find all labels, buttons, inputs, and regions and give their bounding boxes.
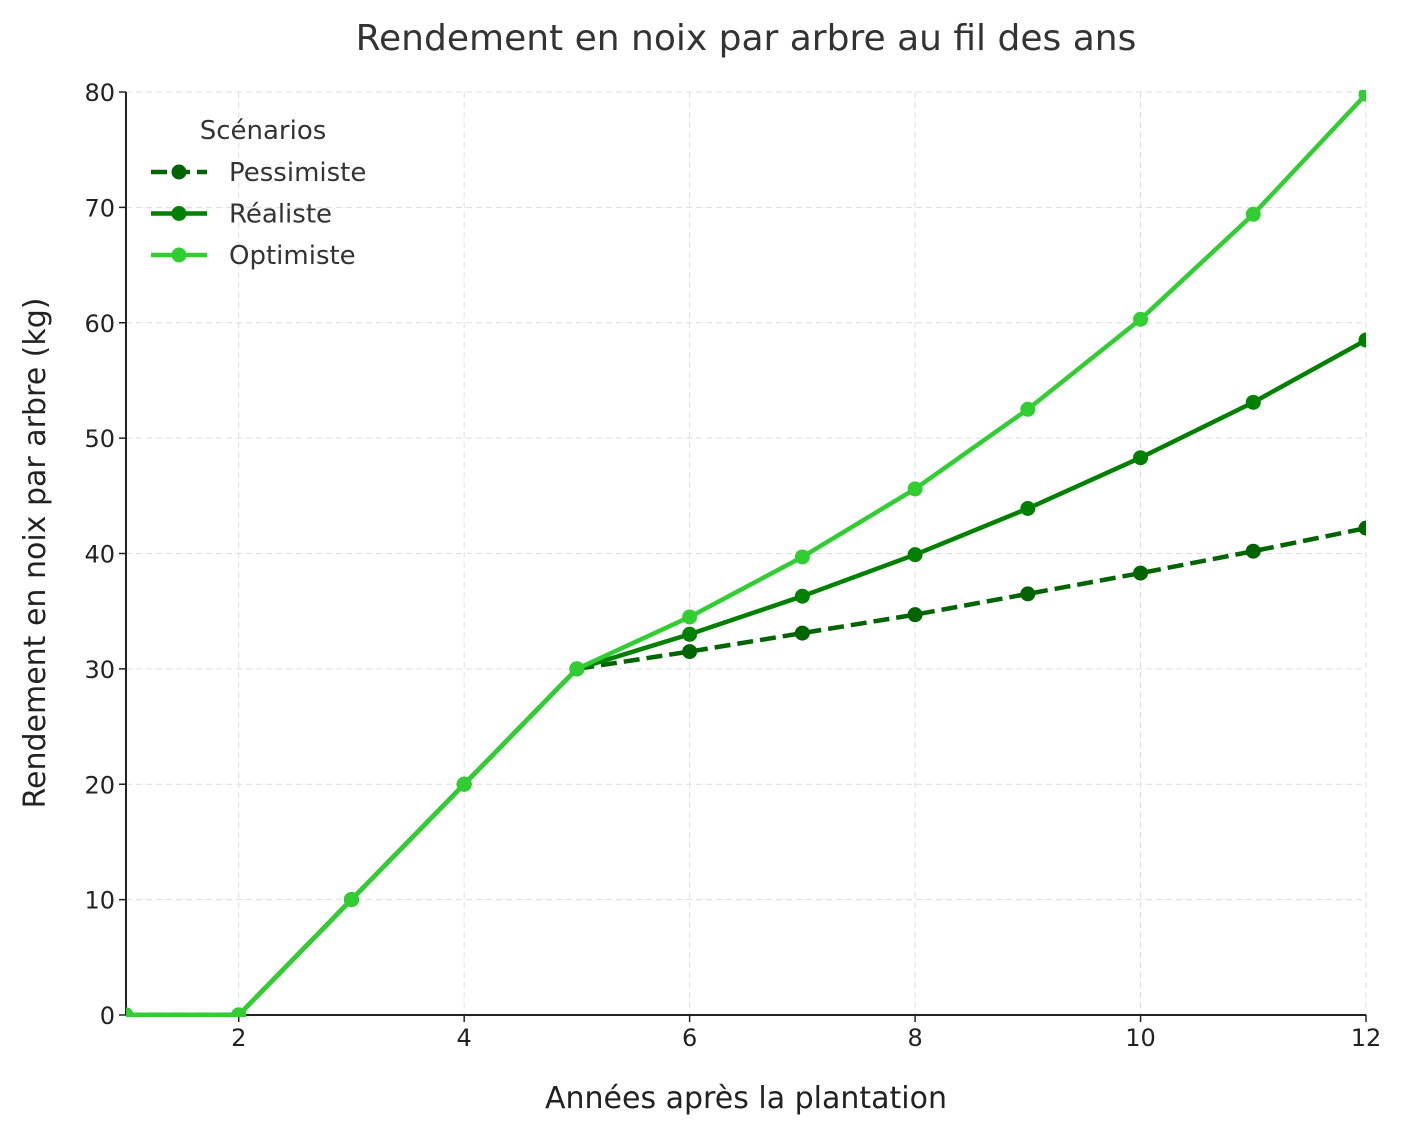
data-point (231, 1007, 247, 1017)
data-point (1020, 501, 1036, 517)
data-point (1020, 401, 1036, 417)
y-tick-label: 10 (84, 887, 115, 915)
legend-title: Scénarios (200, 116, 327, 146)
data-point (1358, 520, 1366, 536)
y-tick-label: 70 (84, 194, 115, 222)
x-tick-label: 8 (907, 1024, 922, 1052)
chart-title: Rendement en noix par arbre au fil des a… (356, 18, 1137, 59)
series-line (126, 338, 1366, 1017)
data-point (682, 644, 698, 660)
data-point (1133, 450, 1149, 466)
y-axis-label: Rendement en noix par arbre (kg) (18, 297, 53, 808)
data-point (126, 1007, 134, 1017)
y-tick-label: 20 (84, 771, 115, 799)
x-tick-label: 12 (1351, 1024, 1382, 1052)
data-point (794, 588, 810, 604)
x-tick-label: 6 (682, 1024, 697, 1052)
x-tick-label: 4 (457, 1024, 472, 1052)
data-point (907, 481, 923, 497)
data-point (1245, 543, 1261, 559)
data-point (343, 892, 359, 908)
y-tick-label: 0 (100, 1002, 115, 1030)
y-tick-label: 30 (84, 656, 115, 684)
legend-marker (171, 247, 187, 263)
ticks: 2 4 6 8 10 12 0 10 20 30 40 50 60 70 80 (84, 79, 1381, 1052)
legend-item-pessimiste: Pessimiste (151, 158, 366, 188)
y-tick-label: 50 (84, 425, 115, 453)
data-point (1358, 90, 1366, 102)
data-point (682, 626, 698, 642)
legend-label: Réaliste (229, 200, 332, 230)
legend: Scénarios Pessimiste Réaliste Optimiste (151, 116, 366, 271)
data-point (907, 607, 923, 623)
series-line (126, 92, 1366, 1017)
x-tick-label: 10 (1125, 1024, 1156, 1052)
legend-item-optimiste: Optimiste (151, 241, 356, 271)
series-group (126, 90, 1366, 1017)
legend-label: Pessimiste (229, 158, 366, 188)
x-tick-label: 2 (231, 1024, 246, 1052)
data-point (1245, 394, 1261, 410)
series-optimiste (126, 90, 1366, 1017)
data-point (1133, 311, 1149, 327)
data-point (456, 776, 472, 792)
data-point (794, 549, 810, 565)
data-point (569, 661, 585, 677)
data-point (1020, 586, 1036, 602)
y-tick-label: 60 (84, 310, 115, 338)
data-point (907, 547, 923, 563)
grid (126, 91, 1367, 1016)
y-tick-label: 40 (84, 541, 115, 569)
data-point (1245, 206, 1261, 222)
y-tick-label: 80 (84, 79, 115, 107)
series-réaliste (126, 332, 1366, 1017)
data-point (682, 609, 698, 625)
data-point (1133, 565, 1149, 581)
x-axis-label: Années après la plantation (545, 1081, 947, 1116)
data-point (1358, 332, 1366, 348)
legend-marker (171, 164, 187, 180)
data-point (794, 625, 810, 641)
legend-label: Optimiste (229, 241, 356, 271)
legend-item-réaliste: Réaliste (151, 200, 332, 230)
legend-marker (171, 206, 187, 221)
series-line (126, 525, 1366, 1017)
